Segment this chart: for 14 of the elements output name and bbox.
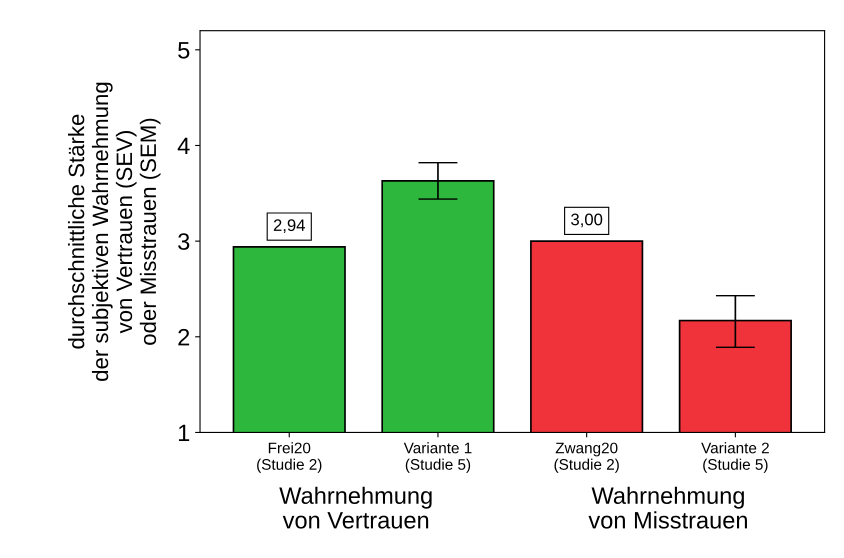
text: Wahrnehmung von Vertrauen: [279, 486, 432, 529]
y-tick-label: 4: [178, 138, 190, 154]
text: Wahrnehmung von Misstrauen: [588, 486, 747, 529]
y-tick-label: 1: [178, 424, 190, 442]
y-tick-label: 3: [178, 233, 190, 250]
x-tick-label: Variante 2 (Studie 5): [701, 442, 769, 473]
y-tick-label: 2: [178, 328, 190, 346]
x-tick-label: Frei20 (Studie 2): [257, 442, 322, 473]
x-tick-label: Zwang20 (Studie 2): [554, 442, 619, 473]
data-label: 3,00: [571, 214, 602, 228]
y-tick-label: 5: [178, 42, 190, 59]
data-label: 2,94: [274, 219, 305, 234]
x-tick-label: Variante 1 (Studie 5): [404, 442, 472, 473]
y-axis-title: durchschnittliche Stärke der subjektiven Wahrnehmung von Vertrauen (SEV) oder Misstrauen (SEM): [68, 82, 160, 381]
